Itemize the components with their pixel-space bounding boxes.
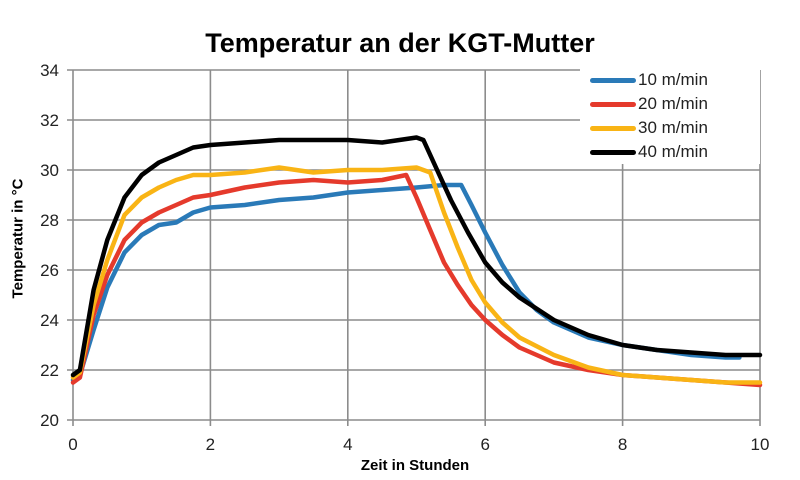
x-tick-label: 2 xyxy=(206,435,215,454)
x-tick-label: 6 xyxy=(480,435,489,454)
y-tick-label: 26 xyxy=(40,261,59,280)
legend-label: 20 m/min xyxy=(638,94,708,113)
legend-item-10: 10 m/min xyxy=(580,68,760,92)
series-line xyxy=(70,165,763,385)
legend: 10 m/min 20 m/min 30 m/min 40 m/min xyxy=(580,68,760,164)
y-tick-label: 22 xyxy=(40,361,59,380)
y-tick-label: 24 xyxy=(40,311,59,330)
x-axis-label: Zeit in Stunden xyxy=(360,457,470,474)
y-tick-label: 20 xyxy=(40,411,59,430)
chart-title: Temperatur an der KGT-Mutter xyxy=(205,28,595,58)
legend-swatch-20 xyxy=(590,101,636,107)
y-axis-ticks: 20 22 24 26 28 30 32 34 xyxy=(40,61,59,430)
legend-swatch-30 xyxy=(590,125,636,131)
legend-item-40: 40 m/min xyxy=(580,140,760,164)
series-line xyxy=(70,135,763,378)
legend-label: 30 m/min xyxy=(638,118,708,137)
y-tick-label: 34 xyxy=(40,61,59,80)
legend-swatch-10 xyxy=(590,77,636,83)
series-line xyxy=(70,182,742,383)
x-axis-ticks: 0 2 4 6 8 10 xyxy=(68,435,769,454)
x-tick-label: 10 xyxy=(751,435,770,454)
x-tick-label: 8 xyxy=(618,435,627,454)
y-tick-label: 28 xyxy=(40,211,59,230)
legend-label: 40 m/min xyxy=(638,142,708,161)
x-tick-label: 0 xyxy=(68,435,77,454)
legend-item-30: 30 m/min xyxy=(580,116,760,140)
legend-swatch-40 xyxy=(590,149,636,155)
legend-item-20: 20 m/min xyxy=(580,92,760,116)
data-series xyxy=(70,135,763,388)
y-tick-label: 30 xyxy=(40,161,59,180)
legend-label: 10 m/min xyxy=(638,70,708,89)
series-line xyxy=(70,172,763,388)
x-tick-label: 4 xyxy=(343,435,352,454)
y-tick-label: 32 xyxy=(40,111,59,130)
